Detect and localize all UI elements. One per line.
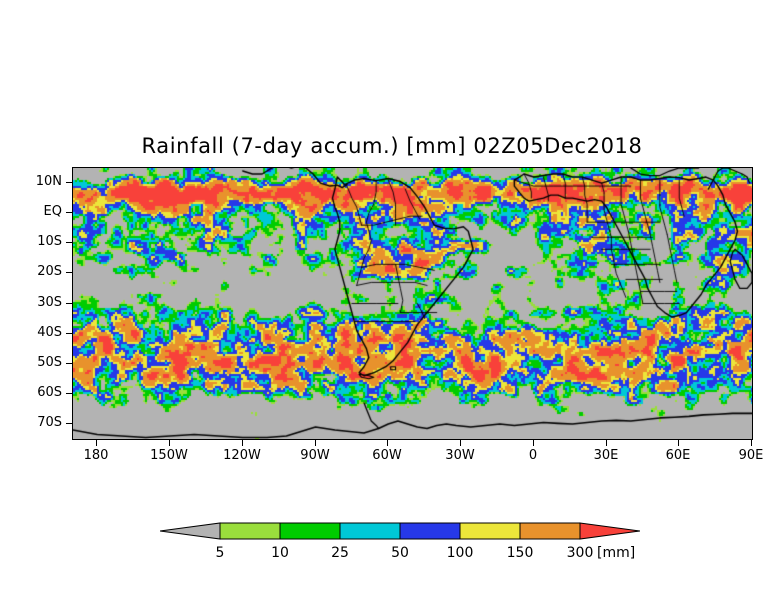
y-axis-tick [66,393,73,394]
colorbar-tick-label: 50 [391,545,409,561]
x-axis-tick [242,439,243,446]
colorbar-swatches [160,522,640,540]
y-axis-tick-label: 40S [37,325,62,340]
x-axis-tick [315,439,316,446]
y-axis-tick-label: EQ [43,204,62,219]
colorbar-segment [339,522,401,540]
colorbar-segment-under [160,522,221,540]
y-axis-tick-label: 50S [37,355,62,370]
x-axis-tick-label: 150W [150,448,188,463]
x-axis-tick [678,439,679,446]
rainfall-heatmap-canvas [73,168,752,439]
y-axis-tick [66,303,73,304]
x-axis-tick-label: 90E [738,448,764,463]
colorbar-segment-over [579,522,640,540]
x-axis-tick-label: 60E [665,448,691,463]
x-axis-tick-label: 90W [300,448,330,463]
y-axis-tick-label: 10N [35,174,62,189]
y-axis-tick [66,363,73,364]
y-axis-tick-label: 60S [37,385,62,400]
y-axis-tick [66,333,73,334]
colorbar-unit-label: [mm] [597,545,636,561]
colorbar-segment [279,522,341,540]
colorbar-tick-label: 150 [506,545,534,561]
x-axis-tick [387,439,388,446]
y-axis-tick [66,212,73,213]
colorbar-segment [399,522,461,540]
x-axis-tick-label: 30E [593,448,619,463]
colorbar-tick-label: 10 [271,545,289,561]
y-axis-tick [66,272,73,273]
x-axis-tick [606,439,607,446]
x-axis-tick-label: 60W [372,448,402,463]
y-axis-tick [66,182,73,183]
x-axis-tick [533,439,534,446]
y-axis-tick-label: 70S [37,415,62,430]
colorbar-tick-label: 25 [331,545,349,561]
y-axis-tick [66,242,73,243]
x-axis-tick [169,439,170,446]
x-axis-tick-label: 30W [445,448,475,463]
x-axis-tick [460,439,461,446]
y-axis-tick-label: 30S [37,295,62,310]
x-axis-tick-label: 120W [223,448,261,463]
colorbar-segment [219,522,281,540]
x-axis-tick-label: 0 [528,448,538,463]
colorbar-tick-label: 5 [215,545,225,561]
colorbar-segment [459,522,521,540]
colorbar [160,522,640,544]
y-axis-tick-label: 20S [37,264,62,279]
x-axis-tick [96,439,97,446]
x-axis-tick [751,439,752,446]
map-plot-area [72,167,753,440]
x-axis-tick-label: 180 [83,448,109,463]
colorbar-tick-label: 300 [566,545,594,561]
y-axis-tick [66,423,73,424]
colorbar-segment [519,522,581,540]
page-title: Rainfall (7-day accum.) [mm] 02Z05Dec201… [141,134,643,158]
y-axis-tick-label: 10S [37,234,62,249]
colorbar-tick-label: 100 [446,545,474,561]
